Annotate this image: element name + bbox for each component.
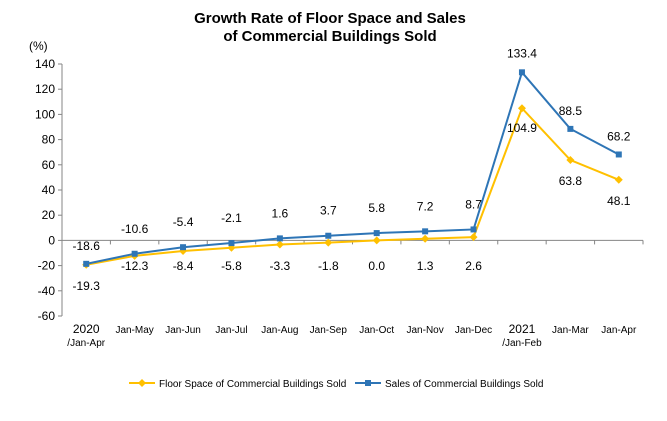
data-point <box>324 238 333 247</box>
series-lines <box>86 70 620 266</box>
sales-label: 3.7 <box>320 204 337 218</box>
data-point <box>180 244 187 251</box>
x-tick-label: Jan-Apr <box>601 325 637 336</box>
legend-swatch-marker <box>365 380 371 386</box>
y-tick-label: 40 <box>42 183 56 197</box>
y-tick-label: -40 <box>38 284 56 298</box>
sales-label: 7.2 <box>417 199 434 213</box>
floor-space-label: -1.8 <box>318 259 339 273</box>
x-tick-label: 2020 <box>73 322 100 336</box>
data-point <box>517 104 526 113</box>
data-point <box>276 235 283 242</box>
series-line-0 <box>86 106 620 266</box>
chart-title-line-2: of Commercial Buildings Sold <box>223 28 436 45</box>
series-markers <box>82 69 623 269</box>
y-tick-label: 20 <box>42 208 56 222</box>
y-tick-label: -60 <box>38 309 56 323</box>
y-tick-label: -20 <box>38 259 56 273</box>
data-point <box>421 234 430 243</box>
sales-label: -2.1 <box>221 211 242 225</box>
x-tick-label: Jan-Jun <box>165 325 201 336</box>
floor-space-label: 2.6 <box>465 259 482 273</box>
y-tick-label: 140 <box>35 57 55 71</box>
sales-label: 1.6 <box>272 206 289 220</box>
legend-label: Sales of Commercial Buildings Sold <box>385 379 543 390</box>
data-point <box>615 151 622 158</box>
y-tick-label: 80 <box>42 133 56 147</box>
y-axis-unit: (%) <box>29 39 48 53</box>
data-point <box>325 232 332 239</box>
floor-space-label: 1.3 <box>417 259 434 273</box>
x-tick-label: /Jan-Apr <box>67 338 105 349</box>
y-tick-label: 100 <box>35 107 55 121</box>
data-point <box>131 250 138 257</box>
floor-space-label: -12.3 <box>121 259 149 273</box>
data-point <box>422 228 429 235</box>
floor-space-label: 63.8 <box>559 174 583 188</box>
floor-space-label: 0.0 <box>368 259 385 273</box>
y-tick-label: 60 <box>42 158 56 172</box>
sales-label: -5.4 <box>173 215 194 229</box>
x-tick-label: Jan-Dec <box>455 325 492 336</box>
data-point <box>567 125 574 132</box>
y-tick-label: 0 <box>48 233 55 247</box>
data-point <box>372 236 381 245</box>
x-tick-label: 2021 <box>509 322 536 336</box>
x-tick-label: Jan-Aug <box>261 325 298 336</box>
data-point <box>566 156 575 165</box>
x-tick-label: /Jan-Feb <box>502 338 542 349</box>
sales-label: 8.7 <box>465 197 482 211</box>
floor-space-label: -3.3 <box>270 259 291 273</box>
data-point <box>228 240 235 247</box>
x-tick-label: Jan-Sep <box>310 325 348 336</box>
legend-swatch-marker <box>138 379 146 387</box>
sales-label: 88.5 <box>559 104 583 118</box>
x-tick-label: Jan-Oct <box>359 325 394 336</box>
floor-space-label: 104.9 <box>507 121 537 135</box>
data-point <box>518 69 525 76</box>
sales-label: 5.8 <box>368 201 385 215</box>
sales-label: 68.2 <box>607 129 631 143</box>
x-tick-label: Jan-May <box>115 325 153 336</box>
axes: -60 -40 -20 0 20 40 60 80 100 120 140 2020/Jan-Apr J… <box>35 57 644 349</box>
data-point <box>469 233 478 242</box>
data-point <box>470 226 477 233</box>
floor-space-label: -19.3 <box>73 279 101 293</box>
floor-space-label: -5.8 <box>221 259 242 273</box>
x-tick-label: Jan-Mar <box>552 325 589 336</box>
x-tick-label: Jan-Jul <box>215 325 247 336</box>
data-labels: -19.3 -12.3 -8.4 -5.8 -3.3 -1.8 0.0 1.3 2.6 104.9… <box>73 46 631 293</box>
sales-label: -10.6 <box>121 222 149 236</box>
floor-space-label: 48.1 <box>607 194 631 208</box>
y-tick-label: 120 <box>35 82 55 96</box>
sales-label: 133.4 <box>507 46 537 60</box>
legend-label: Floor Space of Commercial Buildings Sold <box>159 379 346 390</box>
data-point <box>373 230 380 237</box>
data-point <box>275 240 284 249</box>
floor-space-label: -8.4 <box>173 259 194 273</box>
data-point <box>83 260 90 267</box>
data-point <box>614 175 623 184</box>
legend: Floor Space of Commercial Buildings Sold… <box>129 379 543 390</box>
series-line-1 <box>86 70 620 265</box>
chart-title-line-1: Growth Rate of Floor Space and Sales <box>194 10 466 27</box>
x-tick-label: Jan-Nov <box>407 325 444 336</box>
sales-label: -18.6 <box>73 239 101 253</box>
